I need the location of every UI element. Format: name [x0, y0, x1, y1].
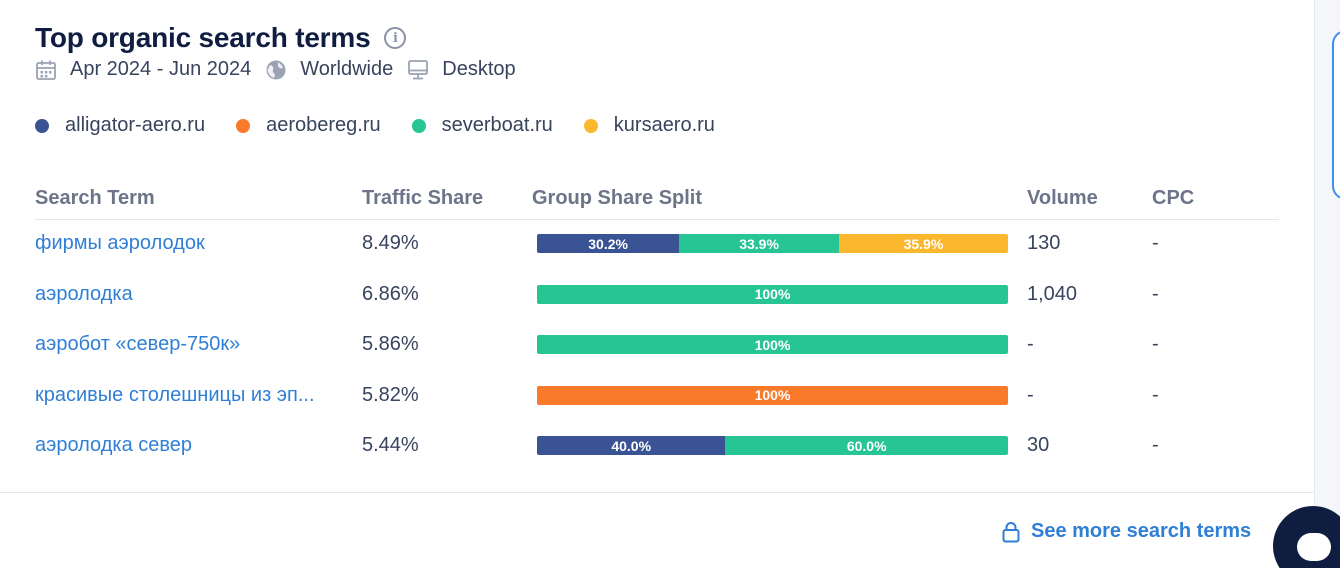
globe-icon — [265, 59, 287, 81]
see-more-label: See more search terms — [1031, 520, 1252, 542]
group-share-bar: 40.0% 60.0% — [537, 436, 1008, 455]
share-segment: 35.9% — [838, 234, 1008, 253]
chat-icon[interactable] — [1273, 506, 1340, 568]
group-share-bar: 100% — [537, 385, 1008, 405]
table-header: Search Term Traffic Share Group Share Sp… — [35, 184, 1279, 220]
see-more-button[interactable]: See more search terms — [1002, 520, 1251, 543]
header-traffic-share[interactable]: Traffic Share — [362, 187, 484, 209]
legend-label: aerobereg.ru — [266, 114, 381, 136]
footer-divider — [0, 492, 1314, 493]
share-segment: 100% — [537, 385, 1008, 405]
table-row: аэролодка север 5.44% 40.0% 60.0% 30 - — [35, 422, 1279, 473]
group-share-bar: 100% — [537, 284, 1008, 304]
table-row: аэролодка 6.86% 100% 1,040 - — [35, 271, 1279, 322]
legend-item[interactable]: aerobereg.ru — [236, 114, 381, 137]
share-segment: 30.2% — [537, 234, 680, 253]
date-range: Apr 2024 - Jun 2024 — [35, 58, 251, 81]
legend-item[interactable]: kursaero.ru — [583, 114, 715, 137]
traffic-share-value: 8.49% — [362, 232, 419, 254]
share-segment: 100% — [537, 284, 1008, 304]
volume-value: - — [1027, 383, 1034, 406]
device: Desktop — [407, 58, 516, 81]
search-term-link[interactable]: аэролодка север — [35, 434, 193, 456]
table-row: фирмы аэролодок 8.49% 30.2% 33.9% 35.9% 13… — [35, 220, 1279, 271]
table-row: аэробот «север-750к» 5.86% 100% - - — [35, 321, 1279, 372]
region-label: Worldwide — [300, 58, 394, 80]
share-segment: 100% — [537, 335, 1008, 354]
group-share-bar: 30.2% 33.9% 35.9% — [537, 234, 1008, 253]
filter-meta: Apr 2024 - Jun 2024 Worldwide Desktop — [35, 58, 530, 81]
date-range-label: Apr 2024 - Jun 2024 — [70, 58, 252, 80]
legend-label: alligator-aero.ru — [65, 114, 206, 136]
search-term-link[interactable]: аэролодка — [35, 282, 133, 305]
volume-value: 130 — [1027, 232, 1061, 254]
region: Worldwide — [265, 58, 393, 81]
share-segment: 40.0% — [537, 436, 726, 455]
cpc-value: - — [1152, 333, 1159, 355]
search-terms-table: Search Term Traffic Share Group Share Sp… — [35, 184, 1279, 473]
share-segment: 33.9% — [679, 234, 839, 253]
search-term-link[interactable]: фирмы аэролодок — [35, 232, 205, 254]
share-segment: 60.0% — [725, 436, 1008, 455]
card-title: Top organic search terms — [35, 22, 371, 53]
legend-label: kursaero.ru — [613, 114, 715, 136]
desktop-icon — [407, 59, 429, 81]
traffic-share-value: 5.44% — [362, 434, 419, 456]
cpc-value: - — [1152, 383, 1159, 406]
volume-value: 30 — [1027, 434, 1050, 456]
legend-dot — [236, 118, 251, 133]
legend-dot — [411, 118, 426, 133]
chat-bubble-glyph — [1297, 533, 1331, 561]
calendar-icon — [35, 59, 57, 81]
legend-dot — [35, 118, 49, 133]
legend-item[interactable]: severboat.ru — [411, 114, 553, 137]
legend-label: severboat.ru — [441, 114, 553, 136]
adjacent-panel-edge — [1332, 30, 1340, 200]
table-row: красивые столешницы из эп... 5.82% 100% … — [35, 372, 1279, 423]
header-search-term[interactable]: Search Term — [35, 187, 155, 209]
device-label: Desktop — [442, 58, 516, 80]
cpc-value: - — [1152, 434, 1159, 456]
info-icon[interactable]: i — [384, 27, 407, 49]
legend-item[interactable]: alligator-aero.ru — [35, 114, 205, 137]
cpc-value: - — [1152, 232, 1159, 254]
group-share-bar: 100% — [537, 335, 1008, 354]
title-row: Top organic search terms i — [35, 22, 407, 54]
header-group-share-split: Group Share Split — [532, 187, 703, 209]
header-volume[interactable]: Volume — [1027, 187, 1098, 209]
traffic-share-value: 6.86% — [362, 282, 419, 305]
lock-icon — [1002, 521, 1020, 543]
search-term-link[interactable]: красивые столешницы из эп... — [35, 383, 315, 406]
traffic-share-value: 5.82% — [362, 383, 419, 406]
volume-value: 1,040 — [1027, 282, 1078, 305]
traffic-share-value: 5.86% — [362, 333, 419, 355]
volume-value: - — [1027, 333, 1034, 355]
header-cpc[interactable]: CPC — [1152, 187, 1195, 209]
legend-dot — [583, 118, 598, 133]
legend: alligator-aero.ru aerobereg.ru severboat… — [35, 114, 746, 137]
cpc-value: - — [1152, 282, 1159, 305]
search-term-link[interactable]: аэробот «север-750к» — [35, 333, 241, 355]
